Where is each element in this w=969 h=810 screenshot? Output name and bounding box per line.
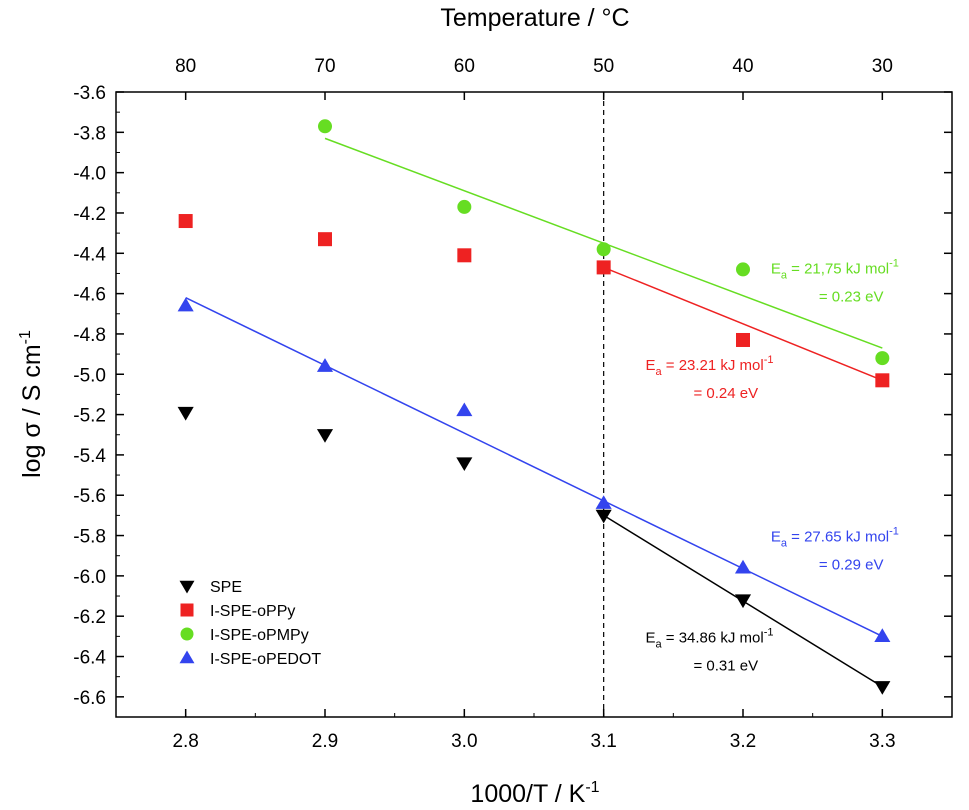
legend-label: I-SPE-oPPy: [210, 603, 295, 620]
legend: SPE I-SPE-oPPy I-SPE-oPMPy I-SPE-oPEDOT: [179, 579, 321, 668]
x-tick-label: 3.0: [451, 731, 477, 752]
y-tick-label: -6.6: [73, 688, 106, 709]
annotation-ev: = 0.29 eV: [819, 557, 884, 574]
top-tick-label: 40: [732, 56, 753, 77]
annotation-ev: = 0.31 eV: [693, 657, 758, 674]
data-point: [316, 358, 334, 372]
data-point: [179, 580, 195, 594]
x-tick-label: 2.9: [312, 731, 338, 752]
fit-line: [603, 266, 883, 382]
x-tick-label: 3.1: [590, 731, 616, 752]
fit-line: [185, 296, 883, 638]
y-tick-label: -5.2: [73, 406, 106, 427]
data-point: [456, 402, 473, 417]
data-point: [456, 457, 473, 472]
top-axis-title: Temperature / °C: [440, 4, 629, 32]
top-tick-label: 60: [454, 56, 475, 77]
legend-label: SPE: [210, 579, 242, 596]
y-tick-label: -6.0: [73, 567, 106, 588]
data-point: [177, 406, 194, 421]
y-tick-label: -5.4: [73, 446, 106, 467]
y-tick-label: -6.4: [73, 648, 106, 669]
y-tick-label: -4.8: [73, 325, 106, 346]
data-point: [318, 232, 332, 247]
annotation-ev: = 0.23 eV: [819, 288, 884, 305]
y-tick-label: -4.2: [73, 204, 106, 225]
data-point: [875, 373, 890, 388]
data-point: [457, 248, 472, 263]
data-point: [596, 242, 611, 257]
x-tick-label: 2.8: [172, 731, 198, 752]
data-point: [875, 351, 890, 366]
top-tick-label: 80: [175, 56, 196, 77]
data-point: [318, 119, 332, 134]
annotation-energy: Ea = 21,75 kJ mol-1: [771, 257, 899, 281]
data-point: [736, 332, 750, 347]
data-point: [595, 495, 612, 509]
data-point: [734, 594, 752, 609]
data-point: [874, 681, 891, 695]
activation-energy-annotations: Ea = 21,75 kJ mol-1 = 0.23 eV Ea = 23.21 k…: [645, 257, 898, 674]
data-point: [874, 628, 891, 642]
y-tick-label: -3.8: [73, 123, 106, 144]
annotation-energy: Ea = 27.65 kJ mol-1: [771, 526, 899, 550]
data-point: [736, 262, 750, 277]
top-tick-label: 70: [314, 56, 335, 77]
y-tick-label: -4.6: [73, 285, 106, 306]
data-point: [180, 603, 194, 617]
data-point: [179, 650, 195, 664]
data-point: [180, 627, 194, 641]
x-tick-label: 3.2: [730, 731, 756, 752]
top-tick-label: 30: [872, 56, 893, 77]
data-point: [178, 214, 193, 229]
data-point: [457, 199, 472, 214]
y-tick-label: -5.0: [73, 365, 106, 386]
legend-label: I-SPE-oPEDOT: [210, 651, 321, 668]
annotation-energy: Ea = 23.21 kJ mol-1: [645, 354, 773, 378]
plot-frame: [115, 91, 953, 718]
x-tick-label: 3.3: [869, 731, 895, 752]
x-axis-title: 1000/T / K-1: [470, 779, 599, 808]
data-point: [734, 559, 752, 574]
y-tick-label: -5.8: [73, 527, 106, 548]
data-point: [177, 297, 194, 312]
y-tick-label: -6.2: [73, 607, 106, 628]
data-point: [316, 429, 334, 443]
y-tick-label: -3.6: [73, 83, 106, 104]
y-tick-label: -4.4: [73, 244, 106, 265]
data-point: [595, 509, 612, 524]
annotation-energy: Ea = 34.86 kJ mol-1: [645, 626, 773, 650]
y-tick-label: -4.0: [73, 164, 106, 185]
axis-ticks: 2.8 2.9 3.0 3.1 3.2 3.3 80 70 60 50 40 30 -3.6 -3.8 -4…: [73, 56, 953, 752]
annotation-ev: = 0.24 eV: [693, 385, 758, 402]
top-tick-label: 50: [593, 56, 614, 77]
legend-label: I-SPE-oPMPy: [210, 627, 309, 644]
y-axis-title: log σ / S cm-1: [17, 330, 46, 478]
data-point: [596, 260, 611, 275]
y-tick-label: -5.6: [73, 486, 106, 507]
data-markers: [177, 119, 891, 695]
